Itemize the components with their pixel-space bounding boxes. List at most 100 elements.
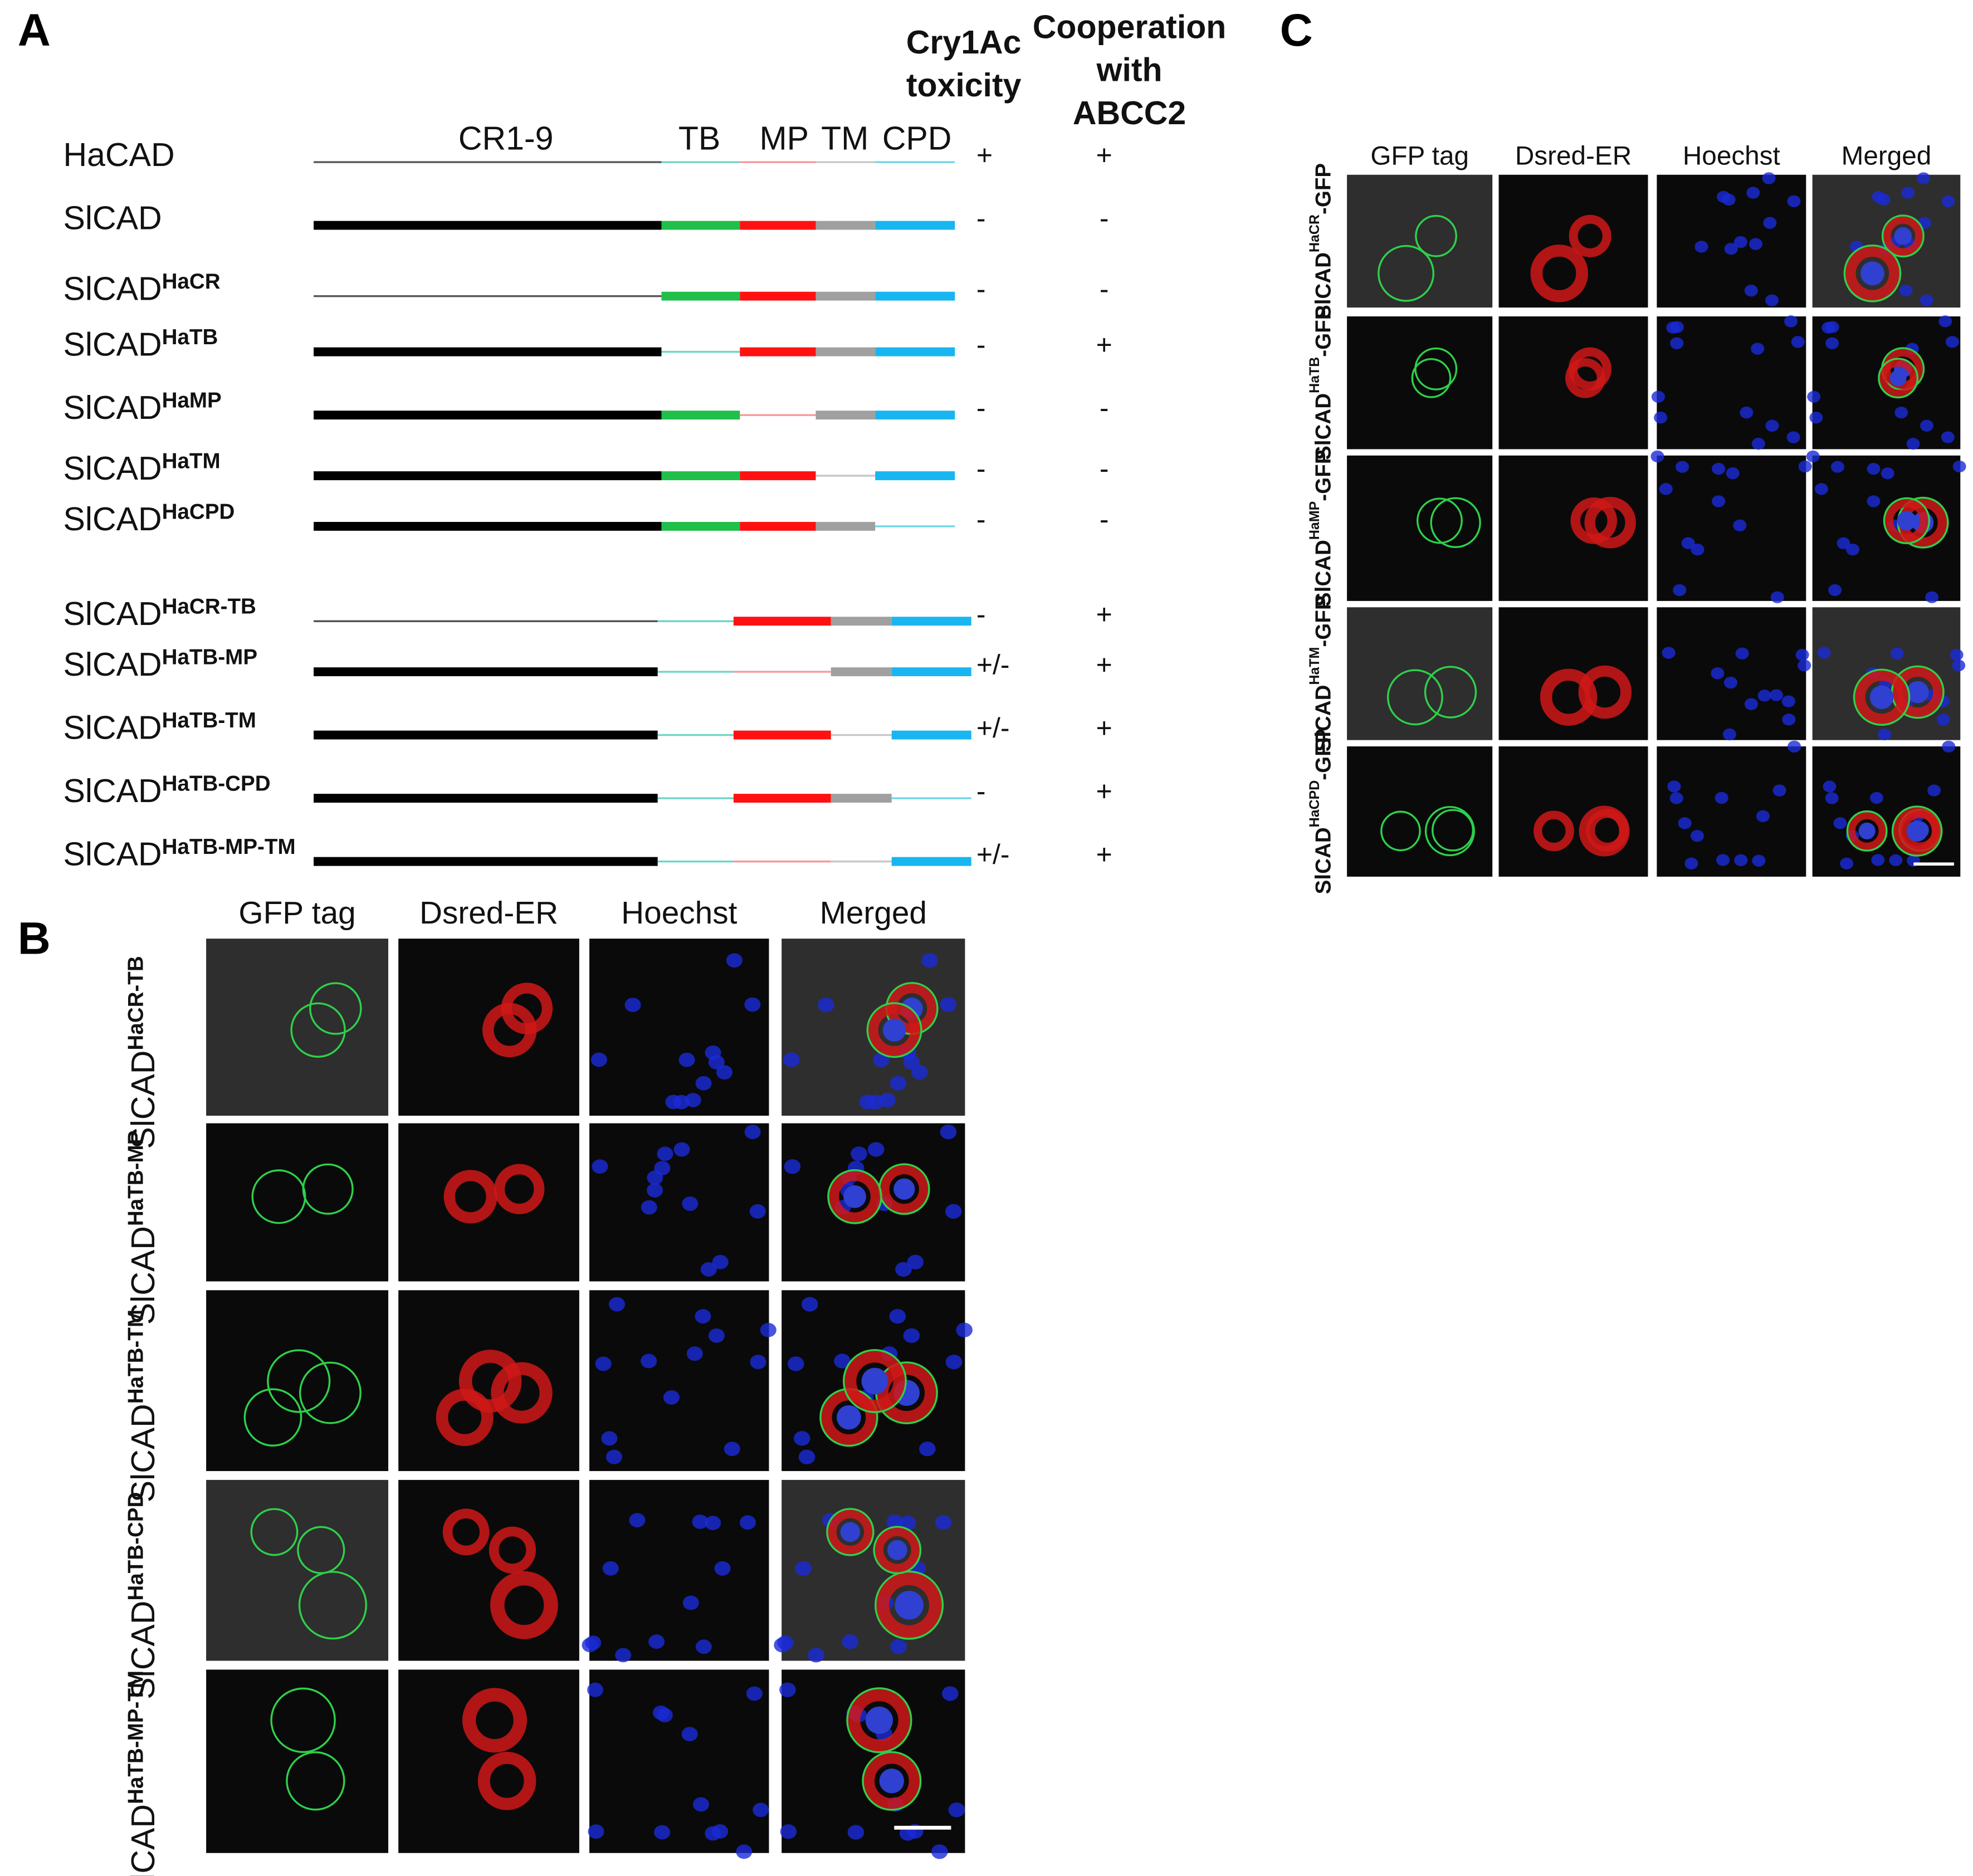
nucleus xyxy=(837,1405,861,1430)
nucleus xyxy=(1769,689,1784,701)
er-signal xyxy=(1892,805,1942,857)
cooperation: + xyxy=(1096,712,1112,744)
nucleus xyxy=(1751,343,1765,355)
nucleus xyxy=(1756,810,1770,823)
nucleus xyxy=(887,1540,907,1560)
nucleus xyxy=(692,1515,709,1529)
membrane xyxy=(1430,497,1481,548)
cooperation: + xyxy=(1096,839,1112,870)
nucleus xyxy=(948,1802,965,1818)
domain-label: CPD xyxy=(882,120,952,157)
micrograph xyxy=(782,1290,973,1472)
micrograph xyxy=(1812,740,1961,877)
micrograph xyxy=(1498,746,1648,877)
er-signal xyxy=(462,1688,528,1753)
er-signal xyxy=(827,1169,882,1224)
superscript: HaCR-TB xyxy=(124,956,148,1050)
nucleus xyxy=(1670,337,1684,349)
micrograph xyxy=(1657,740,1806,877)
nucleus xyxy=(843,1185,866,1208)
column-header: Merged xyxy=(1842,141,1932,171)
nucleus xyxy=(1733,519,1747,532)
nucleus xyxy=(712,1254,729,1269)
nucleus xyxy=(895,1262,912,1277)
micrograph-bg xyxy=(206,1669,389,1853)
nucleus xyxy=(1678,817,1692,829)
superscript: HaCR-TB xyxy=(162,595,256,619)
er-signal xyxy=(1847,810,1887,851)
micrograph-bg xyxy=(589,939,769,1116)
micrograph-bg xyxy=(1812,746,1961,877)
name: SlCAD xyxy=(64,773,162,809)
name: SlCAD xyxy=(64,709,162,746)
nucleus xyxy=(716,1065,733,1080)
nucleus xyxy=(879,1092,896,1108)
nucleus xyxy=(945,1204,962,1219)
nucleus xyxy=(818,997,834,1013)
nucleus xyxy=(1941,431,1955,443)
micrograph xyxy=(587,1669,769,1859)
micrograph xyxy=(1650,450,1812,603)
nucleus xyxy=(777,1635,794,1650)
micrograph xyxy=(1806,450,1966,603)
nucleus xyxy=(1809,412,1823,424)
nucleus xyxy=(1749,238,1762,250)
toxicity: +/- xyxy=(976,712,1010,744)
er-signal xyxy=(867,1002,922,1058)
membrane xyxy=(862,1751,922,1811)
membrane xyxy=(267,1349,331,1413)
er-signal xyxy=(843,1349,907,1413)
nucleus xyxy=(1950,648,1964,661)
nucleus xyxy=(1825,337,1839,349)
nucleus xyxy=(1694,241,1708,253)
nucleus xyxy=(724,1442,740,1457)
construct-name: SlCADHaTB-MP xyxy=(64,645,258,682)
cooperation: + xyxy=(1096,599,1112,630)
nucleus xyxy=(1798,659,1811,672)
cooperation: + xyxy=(1096,649,1112,681)
construct-name: SlCADHaTB-CPD xyxy=(64,771,271,809)
micrograph xyxy=(206,1669,389,1853)
construct-name: SlCAD xyxy=(64,199,162,236)
micrograph-bg xyxy=(206,1479,389,1661)
er-signal xyxy=(1883,497,1930,544)
nucleus xyxy=(652,1705,669,1720)
nucleus xyxy=(1906,438,1920,450)
domain-label: TB xyxy=(678,120,720,157)
name: SlCAD xyxy=(64,501,162,538)
nucleus xyxy=(654,1825,671,1840)
membrane xyxy=(1378,245,1435,302)
nucleus xyxy=(1667,780,1681,793)
nucleus xyxy=(605,1449,622,1464)
nucleus xyxy=(1897,511,1917,531)
nucleus xyxy=(886,1514,904,1530)
nucleus xyxy=(1765,294,1779,306)
micrograph-bg xyxy=(1347,174,1493,308)
column-header: Cry1Ac xyxy=(906,24,1022,61)
nucleus xyxy=(890,1639,907,1654)
micrograph xyxy=(398,939,579,1116)
name: SlCAD xyxy=(1312,540,1336,607)
nucleus xyxy=(1869,685,1894,710)
nucleus xyxy=(1906,681,1929,704)
er-signal xyxy=(875,1361,938,1424)
er-signal xyxy=(878,1164,930,1215)
er-signal xyxy=(482,1003,537,1058)
nucleus xyxy=(744,1125,761,1140)
nucleus xyxy=(1952,460,1966,473)
nucleus xyxy=(590,1052,607,1067)
nucleus xyxy=(1889,854,1903,866)
micrograph xyxy=(1812,172,1961,308)
membrane xyxy=(842,1349,907,1413)
domain-label: TM xyxy=(821,120,868,157)
column-header: GFP tag xyxy=(1370,141,1469,171)
nucleus xyxy=(1825,792,1839,804)
column-header: Cooperation xyxy=(1033,9,1227,46)
nucleus xyxy=(784,1159,801,1174)
nucleus xyxy=(941,1686,959,1701)
nucleus xyxy=(685,1093,701,1107)
micrograph xyxy=(1498,607,1648,740)
nucleus xyxy=(1712,462,1726,475)
membrane xyxy=(875,1570,944,1640)
membrane xyxy=(309,982,362,1035)
